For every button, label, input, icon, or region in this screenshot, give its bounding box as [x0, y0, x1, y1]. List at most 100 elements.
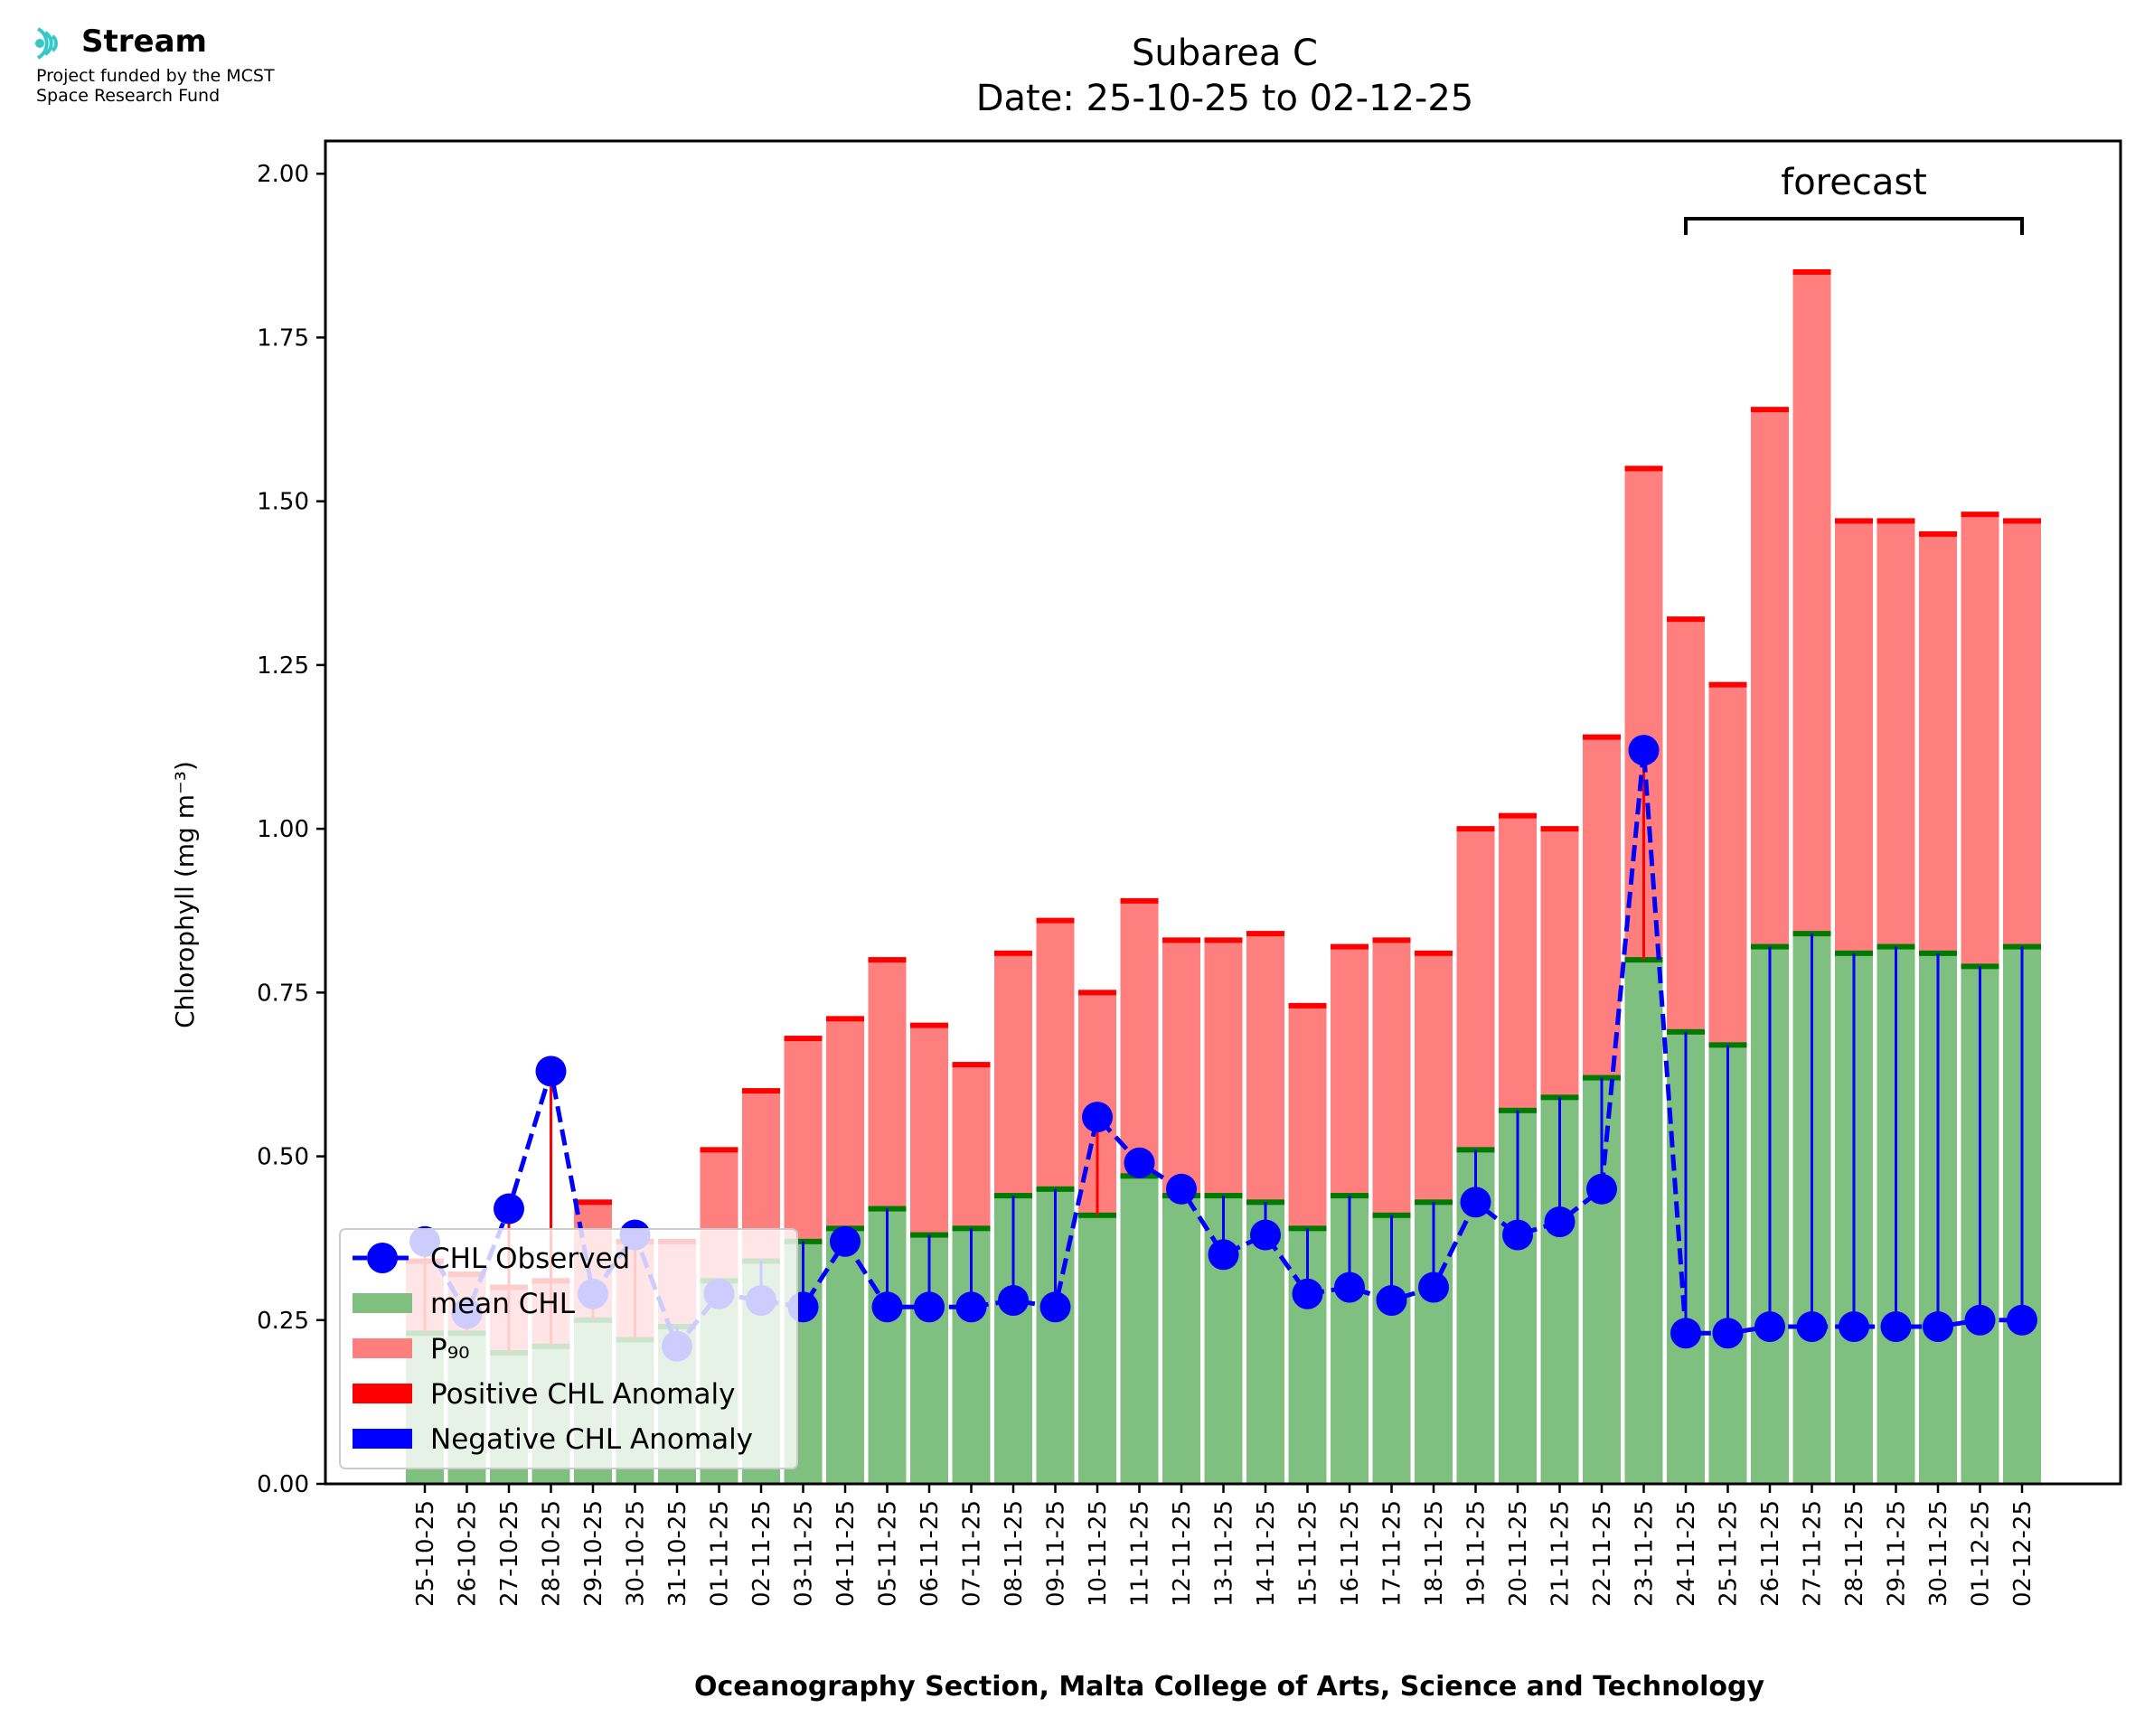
x-tick-label: 10-11-25 — [1085, 1500, 1112, 1607]
chart-title: Subarea C — [1132, 33, 1318, 74]
x-tick-label: 14-11-25 — [1253, 1500, 1280, 1607]
chl-observed-point — [1754, 1311, 1785, 1343]
chl-observed-point — [1292, 1278, 1323, 1309]
p90-cap — [1624, 465, 1663, 472]
p90-cap — [1708, 681, 1747, 688]
x-tick-label: 30-10-25 — [623, 1500, 650, 1607]
p90-cap — [1751, 407, 1789, 413]
p90-cap — [1499, 812, 1537, 819]
p90-cap — [1792, 268, 1831, 275]
p90-cap — [1331, 943, 1369, 950]
p90-cap — [1540, 826, 1579, 832]
y-tick-label: 0.25 — [257, 1308, 309, 1335]
x-tick-label: 21-11-25 — [1547, 1500, 1575, 1607]
y-tick-label: 1.00 — [257, 816, 309, 843]
p90-cap — [1961, 511, 1999, 518]
chl-observed-point — [1124, 1147, 1155, 1178]
forecast-label: forecast — [1781, 162, 1927, 203]
p90-cap — [574, 1199, 612, 1206]
mean-chl-bar — [1162, 1196, 1200, 1484]
chl-observed-point — [871, 1291, 903, 1323]
chl-observed-point — [1208, 1239, 1239, 1271]
chl-observed-point — [914, 1291, 945, 1323]
mean-chl-bar — [1120, 1176, 1159, 1484]
x-tick-label: 13-11-25 — [1211, 1500, 1238, 1607]
p90-cap — [1204, 937, 1243, 943]
p90-cap — [1120, 897, 1159, 904]
x-tick-label: 28-11-25 — [1841, 1500, 1868, 1607]
x-tick-label: 23-11-25 — [1632, 1500, 1659, 1607]
x-tick-label: 25-11-25 — [1716, 1500, 1743, 1607]
x-axis-label: Oceanography Section, Malta College of A… — [694, 1671, 1765, 1703]
legend-swatch — [353, 1293, 412, 1313]
chl-observed-point — [1166, 1173, 1197, 1205]
chl-observed-point — [494, 1193, 524, 1225]
p90-cap — [1036, 917, 1075, 924]
x-tick-label: 26-11-25 — [1757, 1500, 1784, 1607]
chl-observed-point — [1964, 1304, 1996, 1336]
x-tick-label: 02-12-25 — [2009, 1500, 2036, 1607]
x-tick-label: 11-11-25 — [1127, 1500, 1154, 1607]
chl-observed-point — [1586, 1173, 1617, 1205]
axes: 0.00 0.25 0.50 0.75 1.00 1.25 1.50 1.75 2.00 25-1… — [257, 139, 2122, 1607]
p90-cap — [1583, 734, 1621, 740]
y-tick-label: 0.00 — [257, 1471, 309, 1498]
legend-swatch-marker — [367, 1243, 398, 1273]
x-tick-label: 27-11-25 — [1800, 1500, 1827, 1607]
logo-brand: Stream — [81, 23, 207, 60]
x-tick-label: 15-11-25 — [1295, 1500, 1322, 1607]
y-tick-label: 0.75 — [257, 980, 309, 1007]
x-tick-label: 18-11-25 — [1421, 1500, 1448, 1607]
x-tick-label: 30-11-25 — [1925, 1500, 1952, 1607]
chl-observed-point — [1544, 1206, 1576, 1238]
forecast-bracket — [1684, 217, 2024, 235]
chl-observed-point — [1418, 1272, 1449, 1303]
x-tick-label: 04-11-25 — [832, 1500, 860, 1607]
x-tick-label: 03-11-25 — [791, 1500, 818, 1607]
chl-observed-point — [2007, 1304, 2037, 1336]
chart-subtitle: Date: 25-10-25 to 02-12-25 — [976, 78, 1474, 119]
legend-label: CHL Observed — [430, 1243, 630, 1275]
p90-cap — [1288, 1002, 1327, 1009]
p90-cap — [1372, 937, 1411, 943]
x-tick-label: 01-12-25 — [1968, 1500, 1995, 1607]
mean-chl-bar — [1078, 1215, 1116, 1484]
mean-chl-bar — [1624, 960, 1663, 1484]
x-tick-label: 31-10-25 — [664, 1500, 691, 1607]
x-tick-label: 19-11-25 — [1463, 1500, 1491, 1607]
p90-cap — [1877, 518, 1915, 524]
p90-cap — [784, 1036, 823, 1042]
mean-chl-bar — [826, 1228, 864, 1484]
chl-observed-point — [1334, 1272, 1365, 1303]
legend-swatch — [353, 1338, 412, 1358]
p90-cap — [1162, 937, 1200, 943]
p90-cap — [1246, 931, 1284, 937]
legend-label: Positive CHL Anomaly — [430, 1378, 735, 1411]
chl-observed-point — [1628, 735, 1660, 766]
legend-swatch — [353, 1384, 412, 1403]
legend-label: Negative CHL Anomaly — [430, 1423, 753, 1456]
wave-icon — [35, 27, 58, 60]
y-tick-label: 1.75 — [257, 324, 309, 352]
x-tick-label: 17-11-25 — [1379, 1500, 1406, 1607]
legend-box — [339, 1228, 798, 1469]
y-tick-label: 1.25 — [257, 652, 309, 680]
p90-cap — [1415, 950, 1453, 956]
p90-cap — [994, 950, 1032, 956]
x-tick-label: 26-10-25 — [455, 1500, 482, 1607]
y-tick-label: 2.00 — [257, 161, 309, 188]
legend: CHL Observed mean CHL P₉₀ Positive CHL Anom… — [339, 1228, 798, 1469]
p90-cap — [1835, 518, 1873, 524]
x-tick-label: 09-11-25 — [1043, 1500, 1070, 1607]
chl-observed-point — [1460, 1187, 1491, 1218]
x-tick-label: 28-10-25 — [539, 1500, 566, 1607]
x-tick-label: 25-10-25 — [412, 1500, 439, 1607]
p90-cap — [1919, 530, 1957, 537]
legend-label: mean CHL — [430, 1288, 576, 1320]
x-tick-label: 05-11-25 — [875, 1500, 902, 1607]
chl-observed-point — [1039, 1291, 1071, 1323]
p90-cap — [952, 1062, 991, 1068]
x-tick-label: 22-11-25 — [1589, 1500, 1616, 1607]
chl-observed-point — [955, 1291, 987, 1323]
